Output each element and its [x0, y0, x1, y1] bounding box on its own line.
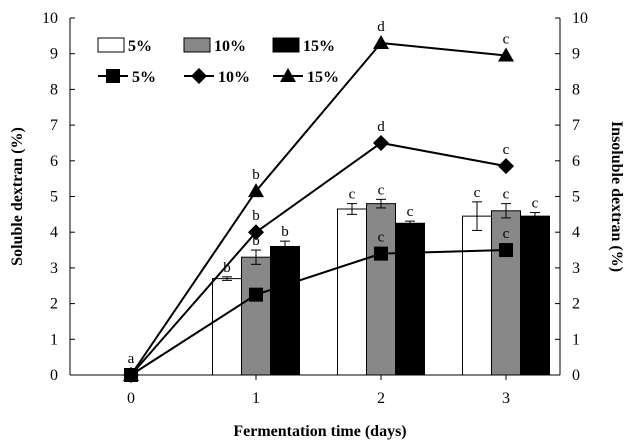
right-tick-label: 10: [572, 10, 588, 27]
bar-significance-label: c: [378, 182, 385, 198]
left-y-axis-title: Soluble dextran (%): [9, 127, 26, 266]
bar-5pct-day3: [462, 215, 492, 376]
left-tick-label: 8: [50, 81, 58, 98]
triangle-point: [123, 367, 139, 381]
right-tick-label: 4: [572, 224, 580, 241]
legend-marker-triangle: [280, 68, 296, 82]
square-point: [499, 243, 513, 258]
legend-label-line: 10%: [218, 69, 250, 86]
left-tick-label: 6: [50, 153, 58, 170]
x-tick-label: 0: [127, 390, 135, 407]
right-tick-label: 1: [572, 331, 580, 348]
line-5pct: [130, 249, 507, 376]
legend-label-line: 15%: [307, 69, 339, 86]
right-tick-label: 5: [572, 189, 580, 206]
bar-significance-label: b: [223, 260, 231, 276]
diamond-point: [373, 134, 389, 151]
x-tick-label: 3: [502, 390, 510, 407]
square-point: [374, 246, 388, 261]
bar-significance-label: b: [281, 224, 289, 240]
left-tick-label: 7: [50, 117, 58, 134]
left-tick-label: 9: [50, 46, 58, 63]
legend-swatch-bar-5pct: [97, 37, 125, 53]
legend-label-bar: 15%: [303, 38, 335, 55]
line-significance-label: c: [503, 31, 510, 47]
bar-significance-label: b: [252, 233, 260, 249]
legend-label-bar: 5%: [128, 38, 152, 55]
left-tick-label: 10: [42, 10, 58, 27]
diamond-point: [498, 158, 514, 175]
right-tick-label: 8: [572, 81, 580, 98]
line-significance-label: c: [503, 142, 510, 158]
right-tick-label: 0: [572, 367, 580, 384]
line-significance-label: b: [252, 208, 260, 224]
bar-significance-label: c: [407, 204, 414, 220]
legend-swatch-bar-10pct: [183, 37, 211, 53]
diamond-point: [248, 224, 264, 241]
bar-10pct-day3: [491, 210, 521, 376]
bar-5pct-day2: [337, 208, 367, 376]
x-axis-title: Fermentation time (days): [233, 423, 406, 440]
right-y-axis-title: Insoluble dextran (%): [608, 121, 625, 272]
triangle-point: [498, 47, 514, 62]
line-10pct: [130, 141, 507, 376]
bar-5pct-day1: [212, 278, 242, 376]
line-significance-label: b: [252, 167, 260, 183]
line-15pct: [130, 41, 507, 376]
bar-10pct-day1: [241, 256, 271, 376]
left-tick-label: 1: [50, 331, 58, 348]
legend-swatch-bar-15pct: [272, 37, 300, 53]
bar-significance-label: c: [349, 187, 356, 203]
left-tick-label: 0: [50, 367, 58, 384]
square-point: [249, 287, 263, 302]
bar-significance-label: c: [503, 187, 510, 203]
bar-15pct-day2: [395, 222, 425, 376]
bar-15pct-day3: [520, 215, 550, 376]
line-significance-label: c: [378, 230, 385, 246]
line-significance-label: c: [503, 226, 510, 242]
bar-significance-label: c: [532, 196, 539, 212]
right-tick-label: 9: [572, 46, 580, 63]
left-tick-label: 2: [50, 296, 58, 313]
right-tick-label: 6: [572, 153, 580, 170]
bar-15pct-day1: [270, 245, 300, 376]
triangle-point: [373, 34, 389, 49]
bar-significance-label: c: [474, 185, 481, 201]
right-tick-label: 2: [572, 296, 580, 313]
legend-marker-square: [106, 69, 120, 83]
line-significance-label: a: [128, 351, 135, 367]
right-tick-label: 3: [572, 260, 580, 277]
left-tick-label: 4: [50, 224, 58, 241]
line-significance-label: d: [377, 119, 385, 135]
left-tick-label: 5: [50, 189, 58, 206]
x-tick-label: 2: [377, 390, 385, 407]
right-tick-label: 7: [572, 117, 580, 134]
legend-label-bar: 10%: [214, 38, 246, 55]
triangle-point: [248, 183, 264, 198]
line-significance-label: d: [377, 19, 385, 35]
legend-marker-diamond: [191, 68, 207, 84]
legend-label-line: 5%: [132, 69, 156, 86]
left-tick-label: 3: [50, 260, 58, 277]
x-tick-label: 1: [252, 390, 260, 407]
